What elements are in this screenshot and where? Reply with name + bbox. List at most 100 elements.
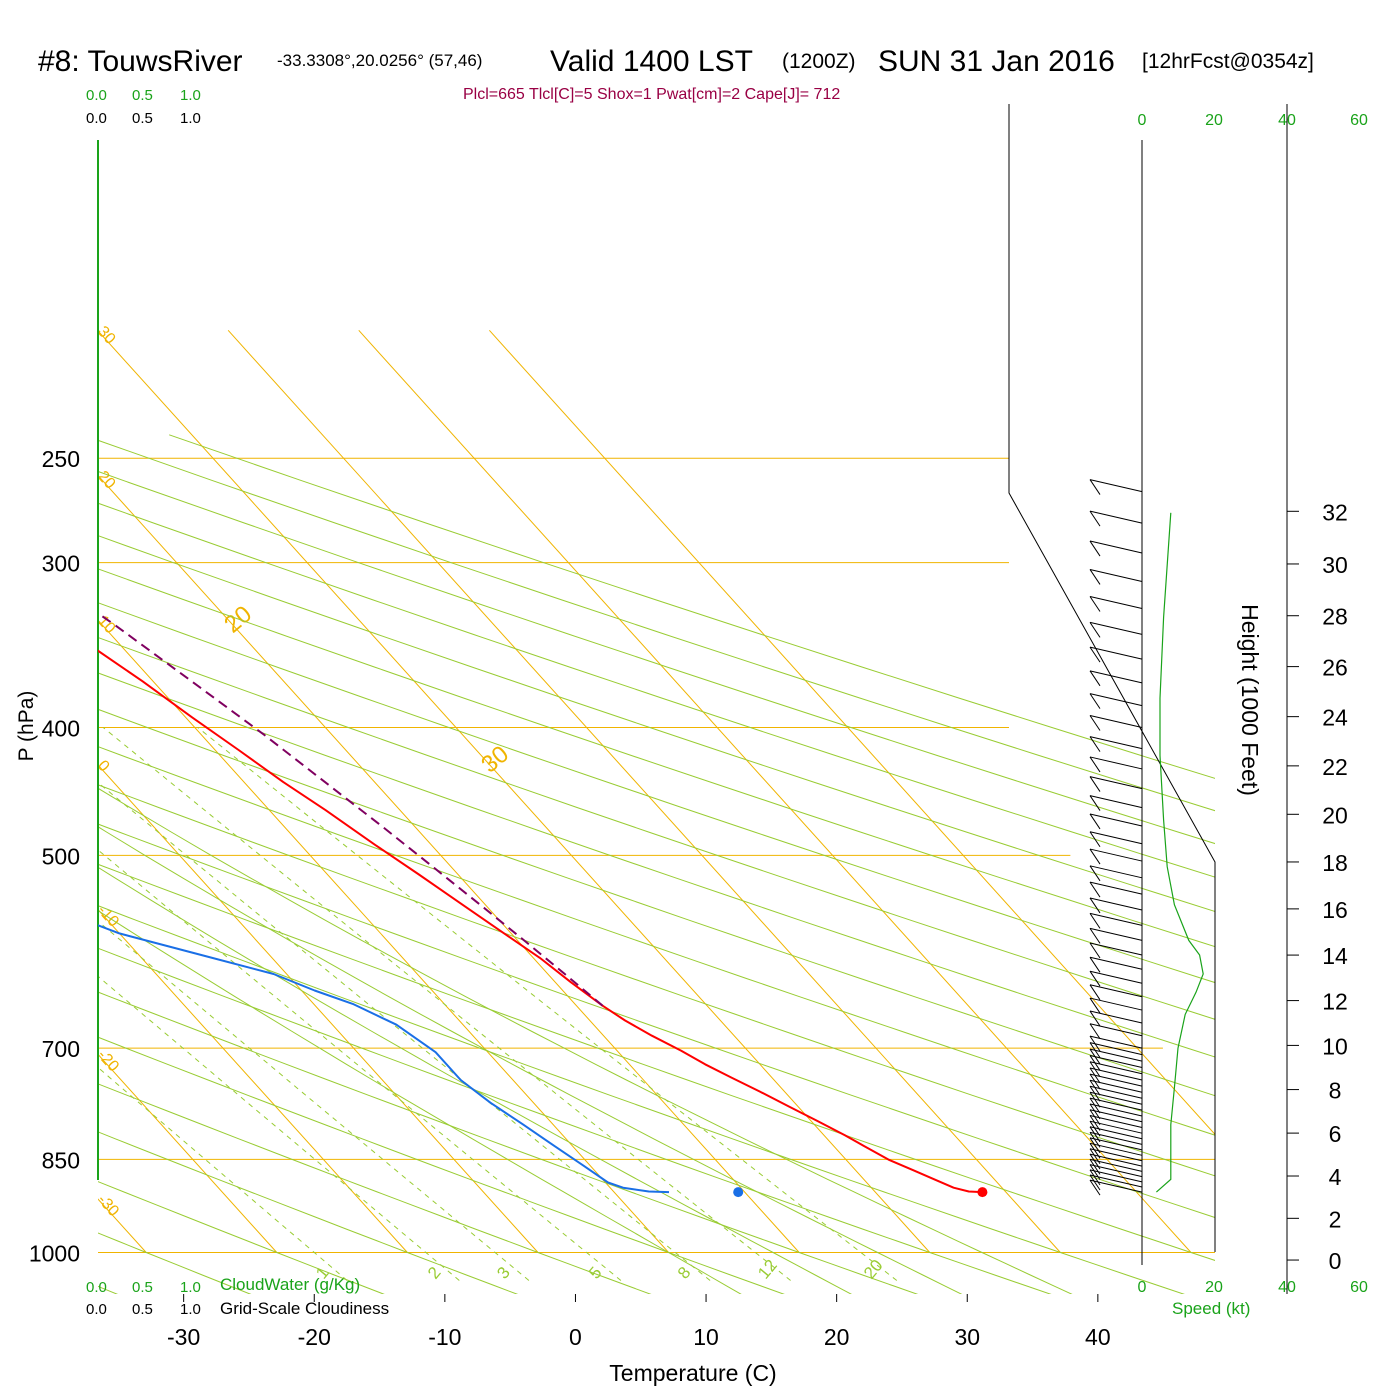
x-tick-label: -30: [167, 1324, 200, 1350]
cloud-scale-top: 0.0 0.5 1.0 0.0 0.5 1.0: [86, 87, 201, 127]
dry-adiabat: [98, 1083, 652, 1294]
wind-barb-flag: [1089, 1120, 1101, 1137]
wind-barb-flag: [1089, 984, 1101, 1001]
speed-tick: 60: [1350, 1279, 1368, 1296]
isotherm-line: [227, 330, 1061, 1253]
moist-adiabat: [98, 866, 852, 1294]
height-tick-label: 24: [1322, 705, 1348, 731]
wind-barb: [1089, 736, 1143, 750]
wind-barb-flag: [1089, 1055, 1101, 1071]
speed-tick: 40: [1278, 112, 1296, 129]
mixing-ratio-line: [98, 975, 460, 1281]
height-tick-label: 16: [1322, 897, 1348, 923]
wind-barb-flag: [1089, 776, 1101, 792]
wind-barb-flag: [1089, 1126, 1101, 1143]
wind-barb-flag: [1089, 881, 1101, 898]
wind-barb-flag: [1089, 1091, 1101, 1108]
x-tick-label: 20: [824, 1324, 850, 1350]
mixing-ratio-label: 20: [860, 1256, 887, 1283]
speed-tick: 0: [1138, 1279, 1147, 1296]
isotherm-line: [98, 908, 408, 1253]
valid-time: Valid 1400 LST: [550, 45, 753, 78]
wind-barb: [1089, 997, 1143, 1011]
wind-barb-flag: [1089, 897, 1101, 914]
wind-barb-flag: [1089, 1061, 1101, 1078]
wind-barb-flag: [1089, 693, 1101, 709]
mixing-ratio-line: [102, 727, 791, 1281]
isobar-lines: [98, 457, 1215, 1253]
wind-barb-flag: [1089, 1048, 1101, 1065]
dry-adiabat: [98, 991, 919, 1294]
wind-barb: [1089, 881, 1143, 895]
cloudwater-tick: 0.0: [86, 1279, 107, 1296]
wind-barb-flag: [1089, 1085, 1101, 1102]
p-tick-label: 400: [42, 715, 80, 741]
isotherm-line: [98, 764, 539, 1253]
wind-barb: [1089, 1048, 1143, 1062]
wind-speed-profile: [1156, 512, 1204, 1193]
surface-temperature-point: [977, 1187, 988, 1198]
station-title: #8: TouwsRiver: [38, 45, 243, 78]
isotherm-line: [98, 1053, 278, 1253]
p-tick-label: 1000: [29, 1241, 80, 1267]
wind-barb-flag: [1089, 997, 1101, 1014]
dry-adiabat: [98, 784, 1215, 1177]
valid-zulu: (1200Z): [782, 50, 856, 73]
height-tick-label: 28: [1322, 604, 1348, 630]
wind-barb: [1089, 1091, 1143, 1105]
mixing-ratio-line: [98, 781, 711, 1281]
dry-adiabat: [98, 568, 1215, 948]
dry-adiabat: [98, 535, 1215, 913]
wind-barb: [1089, 848, 1143, 862]
isotherm-line: [98, 474, 800, 1253]
speed-tick: 20: [1205, 1279, 1223, 1296]
height-tick-label: 6: [1329, 1121, 1342, 1147]
wind-barb-flag: [1089, 1159, 1101, 1175]
surface-dewpoint-point: [733, 1187, 744, 1198]
dry-adiabat: [98, 470, 1215, 845]
cloud-scale-bottom: 0.0 0.5 1.0 CloudWater (g/Kg) 0.0 0.5 1.…: [86, 1275, 389, 1318]
mixing-ratio-line: [197, 727, 898, 1281]
cloudwater-tick: 0.5: [132, 87, 153, 104]
wind-barb-flag: [1089, 510, 1101, 527]
cloudwater-tick: 0.0: [86, 87, 107, 104]
speed-tick: 20: [1205, 112, 1223, 129]
wind-barb-flag: [1089, 1164, 1101, 1180]
height-tick-label: 2: [1329, 1206, 1342, 1232]
p-tick-label: 500: [42, 843, 80, 869]
wind-barb-flag: [1089, 1153, 1101, 1170]
cloudwater-label: CloudWater (g/Kg): [220, 1275, 360, 1294]
isotherm-line: [488, 330, 1215, 1136]
wind-barb-flag: [1089, 970, 1101, 987]
wind-barb: [1089, 646, 1143, 660]
right-frame-line: [1008, 104, 1216, 1252]
wind-barb: [1089, 813, 1143, 827]
wind-barb-flag: [1089, 1143, 1101, 1159]
height-axis-title: Height (1000 Feet): [1237, 604, 1263, 796]
dry-adiabat-lines: [98, 434, 1215, 1294]
wind-barb-flag: [1089, 1067, 1101, 1084]
wind-barb: [1089, 1079, 1143, 1093]
dry-adiabat: [98, 502, 1215, 878]
dry-adiabat: [98, 863, 1215, 1261]
speed-tick: 60: [1350, 112, 1368, 129]
dry-adiabat: [98, 672, 1215, 1058]
height-tick-label: 14: [1322, 943, 1348, 969]
dry-adiabat: [98, 1131, 519, 1294]
height-tick-label: 22: [1322, 754, 1348, 780]
isotherm-label: 30: [476, 741, 514, 779]
wind-barb-flag: [1089, 1169, 1101, 1186]
wind-barb: [1089, 970, 1143, 984]
wind-barb-flag: [1089, 1137, 1101, 1154]
isotherm-line: [358, 330, 1192, 1253]
wind-barb: [1089, 540, 1143, 554]
wind-barb-flag: [1089, 1042, 1101, 1058]
speed-tick: 0: [1138, 112, 1147, 129]
wind-barb: [1089, 942, 1143, 956]
height-tick-label: 20: [1322, 802, 1348, 828]
dry-adiabat: [98, 636, 1215, 1020]
mixing-ratio-line: [98, 849, 622, 1281]
dry-adiabat: [98, 1036, 785, 1294]
axes: -30 -20 -10 0 10 20 30 402503004005007008501000…: [29, 446, 1348, 1350]
